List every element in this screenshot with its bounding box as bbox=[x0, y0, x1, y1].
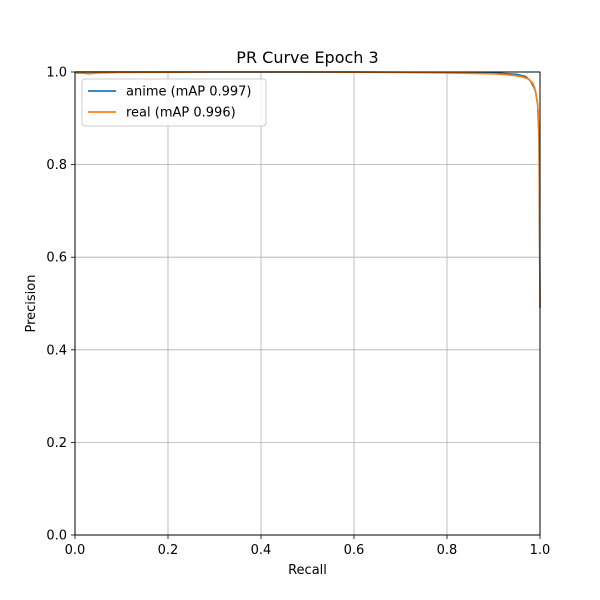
y-tick-label: 0.6 bbox=[46, 251, 67, 266]
y-tick-label: 0.2 bbox=[46, 436, 67, 451]
x-tick-label: 1.0 bbox=[530, 543, 551, 558]
x-tick-label: 0.6 bbox=[344, 543, 365, 558]
y-tick-label: 0.0 bbox=[46, 529, 67, 544]
x-tick-label: 0.8 bbox=[437, 543, 458, 558]
y-tick-label: 0.8 bbox=[46, 158, 67, 173]
plot-frame bbox=[74, 71, 541, 536]
y-tick-label: 1.0 bbox=[46, 66, 67, 81]
legend-label: real (mAP 0.996) bbox=[126, 106, 236, 121]
x-tick-label: 0.0 bbox=[65, 543, 86, 558]
x-tick-label: 0.4 bbox=[251, 543, 272, 558]
x-tick-label: 0.2 bbox=[158, 543, 179, 558]
ticks-layer: 0.0 0.2 0.4 0.6 0.8 1.0 0.0 0.2 0.4 0.6 0.8 1.0 bbox=[46, 66, 550, 559]
x-axis-label: Recall bbox=[288, 563, 327, 578]
grid-layer bbox=[74, 71, 541, 536]
series-line-real bbox=[74, 71, 541, 309]
legend-label: anime (mAP 0.997) bbox=[126, 85, 252, 100]
legend-box bbox=[81, 78, 267, 127]
chart-title: PR Curve Epoch 3 bbox=[236, 48, 378, 67]
legend: anime (mAP 0.997) real (mAP 0.996) bbox=[81, 78, 267, 127]
y-tick-label: 0.4 bbox=[46, 343, 67, 358]
y-axis-label: Precision bbox=[24, 274, 39, 332]
